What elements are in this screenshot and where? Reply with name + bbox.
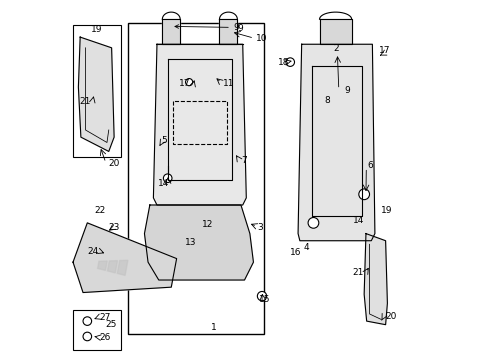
Text: 1: 1: [211, 323, 217, 332]
Text: 12: 12: [202, 220, 213, 229]
Text: 17: 17: [378, 46, 390, 55]
Text: 4: 4: [303, 243, 308, 252]
Circle shape: [307, 217, 318, 228]
Text: 27: 27: [100, 313, 111, 322]
Polygon shape: [78, 37, 114, 152]
Text: 6: 6: [366, 161, 372, 170]
Text: 22: 22: [94, 206, 105, 215]
Text: 23: 23: [108, 222, 120, 231]
Circle shape: [257, 292, 266, 301]
Text: 25: 25: [105, 320, 116, 329]
Text: 9: 9: [344, 86, 349, 95]
Circle shape: [83, 332, 91, 341]
Circle shape: [285, 58, 294, 66]
Circle shape: [358, 189, 369, 200]
Text: 21: 21: [352, 268, 364, 277]
Text: 19: 19: [380, 206, 392, 215]
Polygon shape: [153, 44, 246, 205]
Polygon shape: [319, 19, 351, 44]
Text: 18: 18: [277, 58, 288, 67]
Text: 20: 20: [384, 312, 395, 321]
Text: 9: 9: [237, 24, 243, 33]
FancyBboxPatch shape: [178, 217, 221, 249]
Text: 20: 20: [108, 159, 119, 168]
Text: 16: 16: [289, 248, 301, 257]
Circle shape: [181, 227, 194, 240]
Text: 24: 24: [87, 247, 99, 256]
Text: 21: 21: [80, 97, 91, 106]
Text: 11: 11: [223, 79, 234, 88]
Polygon shape: [144, 205, 253, 280]
Text: 7: 7: [241, 156, 246, 165]
Bar: [73, 310, 121, 350]
Polygon shape: [162, 19, 180, 44]
Text: 8: 8: [324, 96, 330, 105]
Polygon shape: [298, 44, 374, 241]
Circle shape: [185, 78, 192, 86]
Polygon shape: [98, 261, 107, 270]
Polygon shape: [117, 260, 128, 275]
Polygon shape: [107, 261, 117, 273]
Text: 3: 3: [257, 222, 263, 231]
Text: 9: 9: [175, 23, 239, 32]
Polygon shape: [364, 234, 386, 325]
Text: 14: 14: [353, 216, 364, 225]
Text: 10: 10: [255, 34, 267, 43]
Text: 2: 2: [333, 44, 339, 53]
FancyBboxPatch shape: [128, 23, 264, 334]
Circle shape: [83, 317, 91, 325]
Text: 19: 19: [90, 25, 102, 34]
Text: 14: 14: [158, 179, 169, 188]
Circle shape: [204, 227, 217, 240]
Text: 13: 13: [184, 238, 196, 247]
Bar: [73, 24, 121, 157]
Polygon shape: [219, 19, 237, 44]
Circle shape: [163, 174, 172, 183]
Text: 15: 15: [258, 295, 270, 304]
Polygon shape: [73, 223, 176, 293]
Text: 5: 5: [161, 136, 167, 145]
Text: 26: 26: [100, 333, 111, 342]
Text: 17: 17: [179, 79, 190, 88]
